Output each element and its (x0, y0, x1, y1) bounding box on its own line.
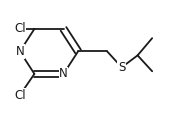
Text: Cl: Cl (14, 89, 26, 102)
Text: N: N (59, 67, 68, 80)
Text: Cl: Cl (14, 22, 26, 35)
Text: N: N (15, 45, 24, 58)
Text: S: S (118, 61, 125, 74)
